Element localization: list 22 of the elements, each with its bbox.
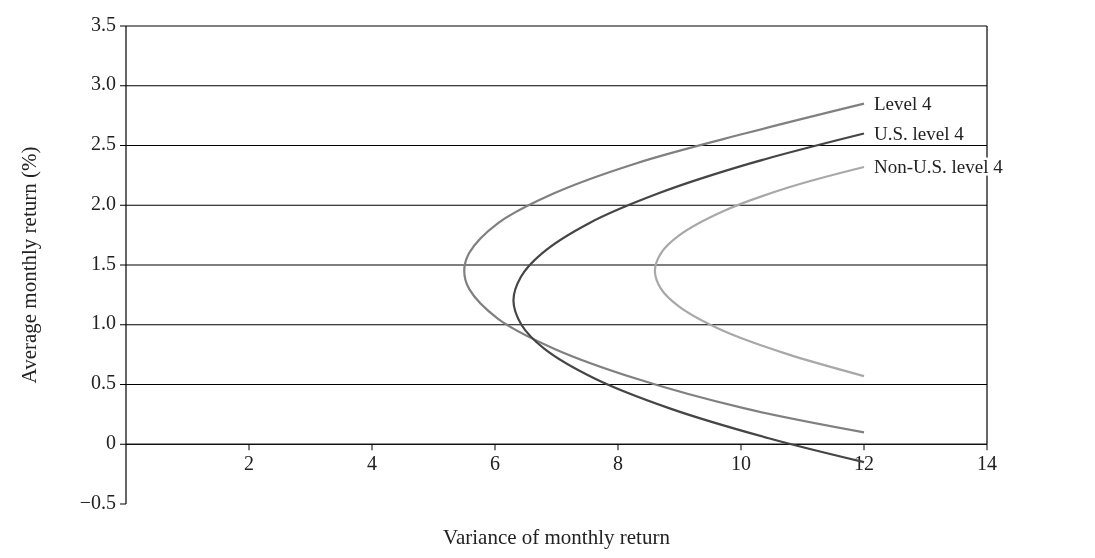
x-tick-label: 8: [613, 452, 623, 475]
series-label: Level 4: [874, 93, 932, 115]
x-tick-label: 10: [731, 452, 751, 475]
x-tick-label: 6: [490, 452, 500, 475]
y-tick-label: 3.5: [91, 12, 116, 35]
y-tick-label: 0: [106, 430, 116, 453]
line-series: [653, 165, 866, 378]
line-series: [463, 102, 866, 434]
x-axis-title: Variance of monthly return: [443, 525, 671, 549]
y-tick-label: −0.5: [79, 490, 116, 513]
y-tick-label: 3.0: [91, 72, 116, 95]
x-tick-label: 2: [244, 452, 254, 475]
series-label: U.S. level 4: [874, 122, 965, 144]
y-tick-label: 2.5: [91, 132, 116, 155]
y-axis-title: Average monthly return (%): [17, 146, 41, 384]
x-tick-label: 14: [977, 452, 997, 475]
y-tick-label: 1.5: [91, 251, 116, 274]
y-tick-label: 2.0: [91, 191, 116, 214]
x-tick-label: 4: [367, 452, 377, 475]
y-tick-label: 0.5: [91, 371, 116, 394]
x-tick-label: 12: [854, 452, 874, 475]
y-tick-label: 1.0: [91, 311, 116, 334]
